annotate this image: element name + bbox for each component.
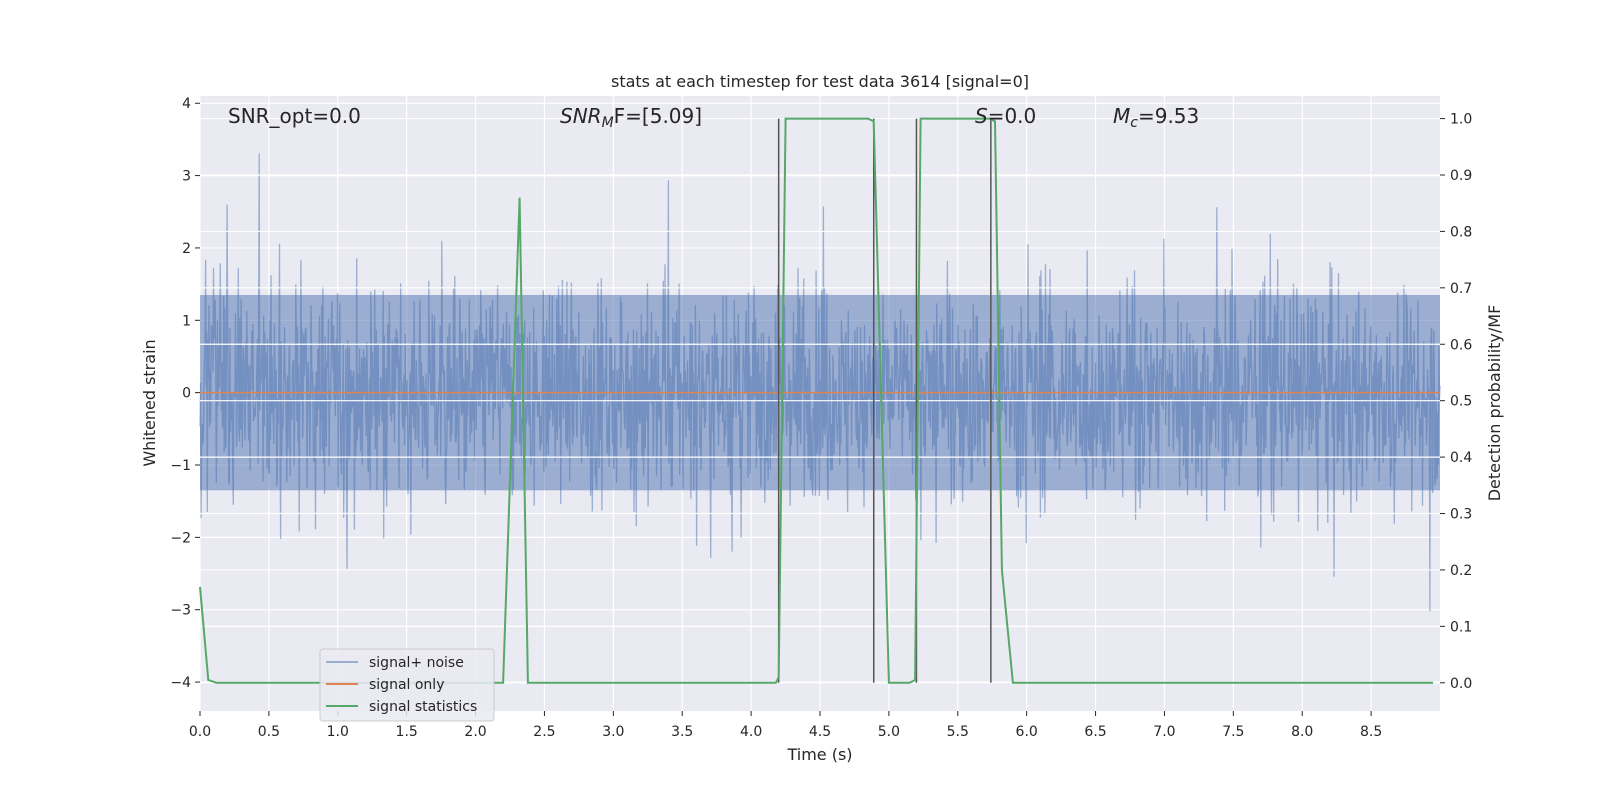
x-tick-label: 1.0 (327, 724, 349, 740)
y2-tick-label: 0.4 (1450, 450, 1472, 466)
y-axis-ticks: 4 3 2 1 0 −1 −2 −3 −4 (170, 96, 200, 691)
x-tick-label: 5.5 (947, 724, 969, 740)
y-tick-label: −4 (170, 675, 191, 691)
x-tick-label: 4.0 (740, 724, 762, 740)
annotation-mc: Mc=9.53 (1113, 104, 1199, 131)
x-tick-label: 0.5 (258, 724, 280, 740)
x-tick-label: 5.0 (878, 724, 900, 740)
vertical-markers (777, 118, 992, 683)
x-tick-label: 3.0 (602, 724, 624, 740)
x-tick-label: 2.0 (464, 724, 486, 740)
y-tick-label: 3 (182, 169, 191, 185)
legend: signal+ noise signal only signal statist… (319, 648, 495, 722)
y-axis-label: Whitened strain (140, 339, 159, 466)
y2-tick-label: 0.1 (1450, 619, 1472, 635)
x-axis-ticks: 0.0 0.5 1.0 1.5 2.0 2.5 3.0 3.5 4.0 4.5 5.0 5.5 6.0 6… (189, 711, 1382, 740)
x-tick-label: 4.5 (809, 724, 831, 740)
legend-label-signal-only: signal only (369, 677, 444, 693)
y2-tick-label: 0.6 (1450, 337, 1472, 353)
x-tick-label: 2.5 (533, 724, 555, 740)
annotation-s: S=0.0 (975, 104, 1036, 128)
y-tick-label: 2 (182, 241, 191, 257)
y2-tick-label: 0.0 (1450, 676, 1472, 692)
x-tick-label: 7.0 (1153, 724, 1175, 740)
legend-box (319, 648, 495, 722)
x-tick-label: 3.5 (671, 724, 693, 740)
y2-tick-label: 0.8 (1450, 224, 1472, 240)
x-tick-label: 8.0 (1291, 724, 1313, 740)
y2-tick-label: 0.7 (1450, 281, 1472, 297)
y2-tick-label: 0.2 (1450, 563, 1472, 579)
y2-tick-label: 0.3 (1450, 507, 1472, 523)
y-tick-label: 1 (182, 313, 191, 329)
y2-tick-label: 0.5 (1450, 394, 1472, 410)
y-tick-label: −1 (170, 458, 191, 474)
y-tick-label: 0 (182, 386, 191, 402)
chart-title: stats at each timestep for test data 361… (611, 72, 1029, 91)
y-tick-label: −3 (170, 603, 191, 619)
x-tick-label: 6.5 (1084, 724, 1106, 740)
legend-label-statistics: signal statistics (369, 699, 477, 715)
y2-tick-label: 0.9 (1450, 168, 1472, 184)
x-tick-label: 7.5 (1222, 724, 1244, 740)
y-tick-label: 4 (182, 96, 191, 112)
annotation-snr-mf: SNRMF=[5.09] (560, 104, 702, 131)
y-tick-label: −2 (170, 530, 191, 546)
legend-label-noise: signal+ noise (369, 655, 464, 671)
x-tick-label: 0.0 (189, 724, 211, 740)
annotation-snr-opt: SNR_opt=0.0 (228, 104, 361, 128)
x-tick-label: 1.5 (396, 724, 418, 740)
x-axis-label: Time (s) (786, 745, 852, 764)
y2-tick-label: 1.0 (1450, 112, 1472, 128)
x-tick-label: 6.0 (1016, 724, 1038, 740)
x-tick-label: 8.5 (1360, 724, 1382, 740)
y2-axis-label: Detection probability/MF (1485, 305, 1504, 502)
y2-axis-ticks: 1.0 0.9 0.8 0.7 0.6 0.5 0.4 0.3 0.2 0.1 0.0 (1440, 112, 1472, 692)
signal-statistics-series (199, 117, 1434, 684)
noise-trace (199, 153, 1441, 612)
